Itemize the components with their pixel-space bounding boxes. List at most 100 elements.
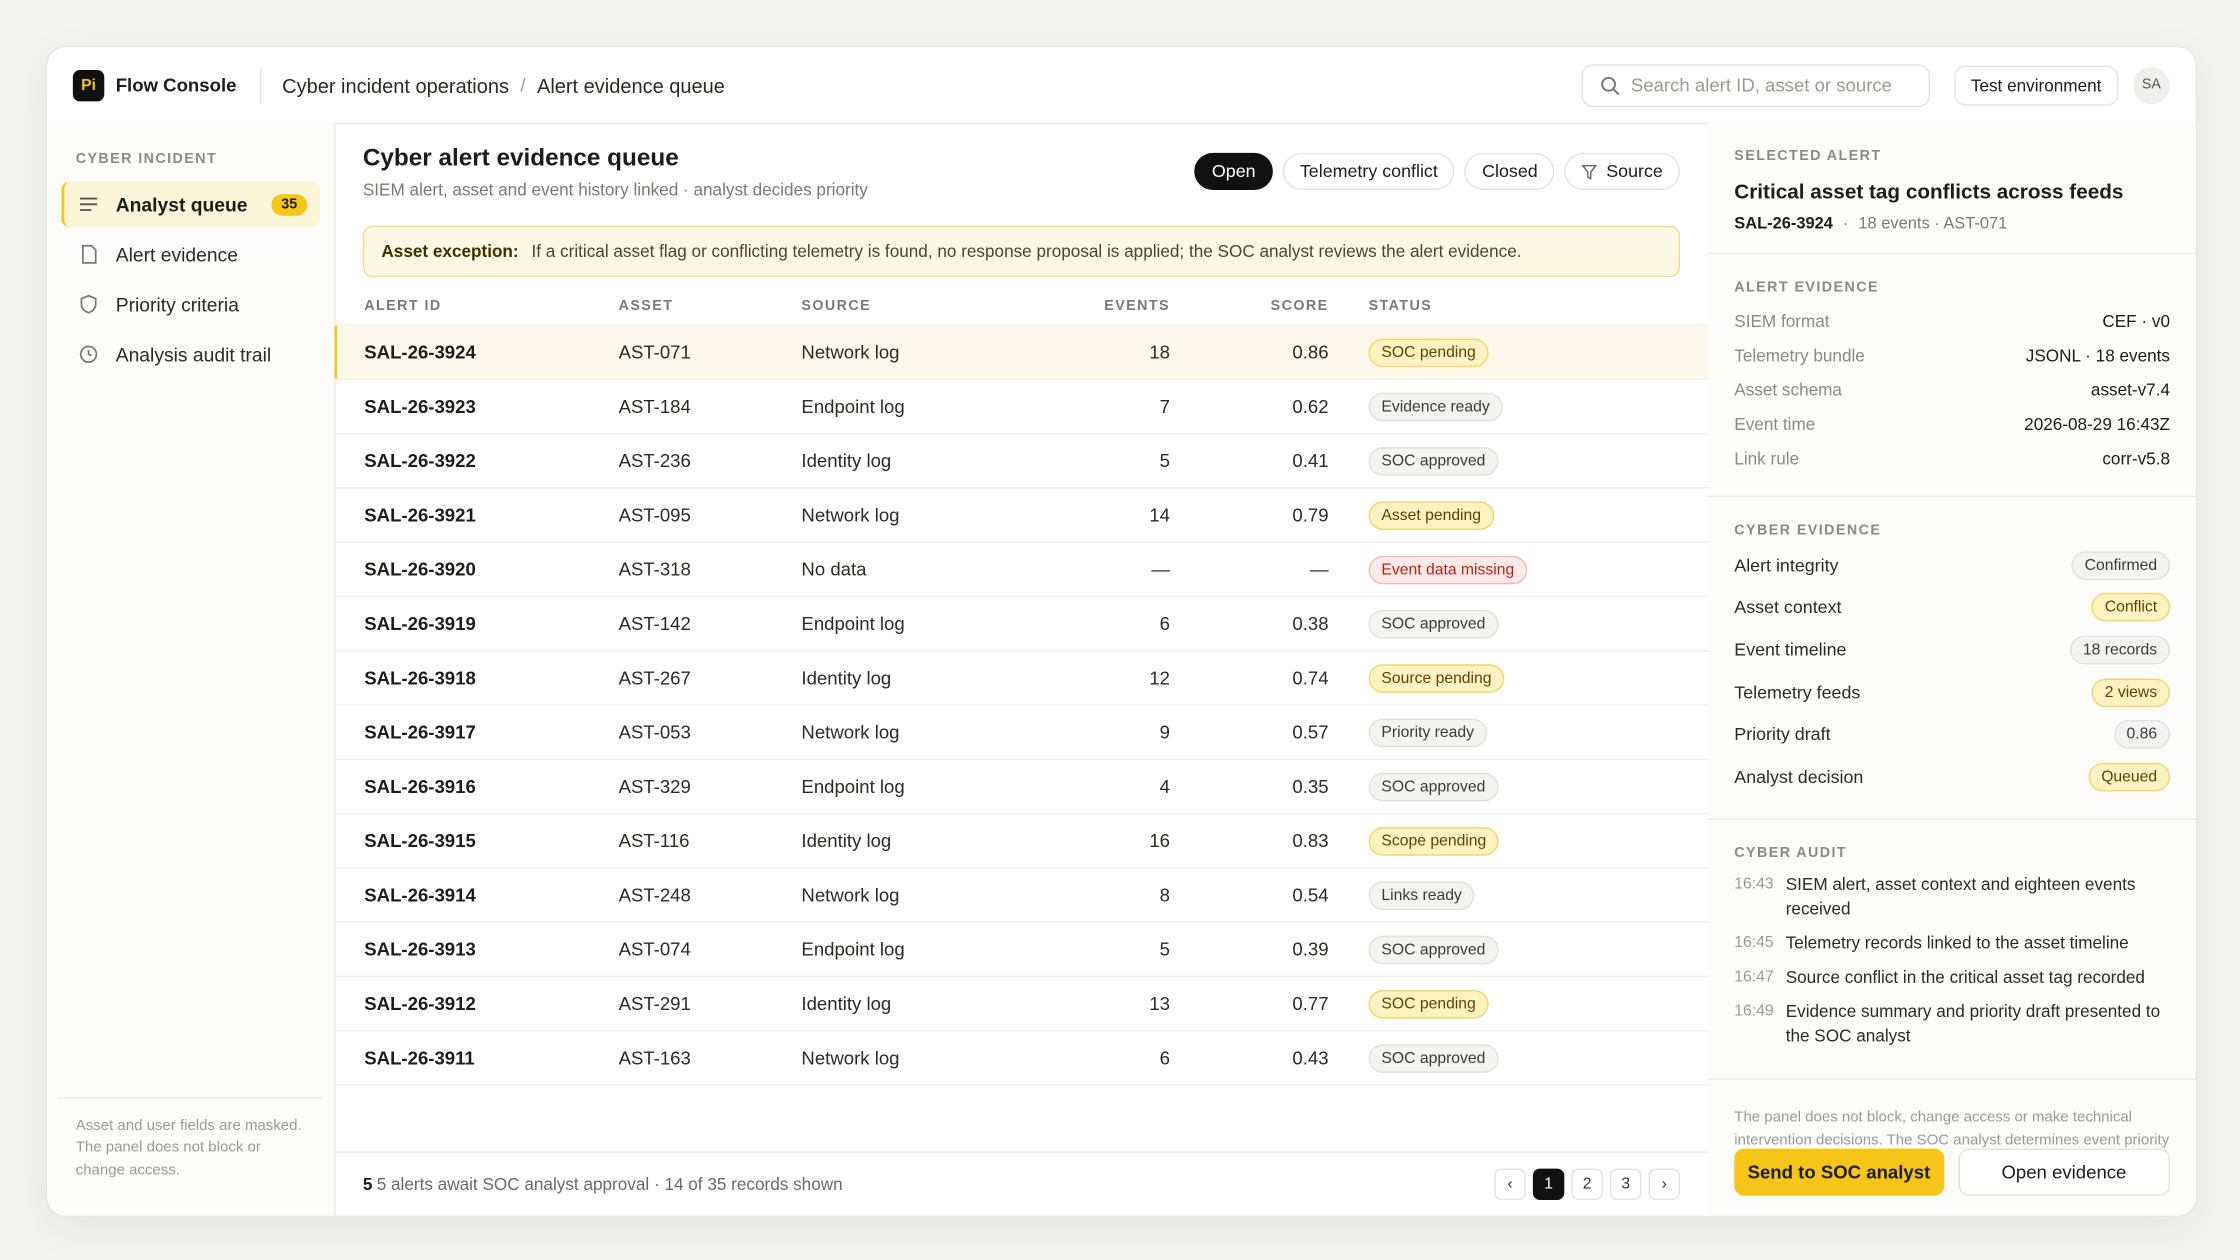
table-row[interactable]: SAL-26-3915 AST-116 Identity log 16 0.83 Scop… [334,814,1709,869]
score: 0.74 [1292,667,1329,689]
filter-label: Telemetry conflict [1299,161,1438,182]
table-row[interactable]: SAL-26-3912 AST-291 Identity log 13 0.77 SOC … [334,977,1709,1032]
alert-id: SAL-26-3924 [1734,215,1833,233]
table-row[interactable]: SAL-26-3919 AST-142 Endpoint log 6 0.38 SOC a… [334,597,1709,652]
table-row[interactable]: SAL-26-3917 AST-053 Network log 9 0.57 Priori… [334,706,1709,760]
table-row[interactable]: SAL-26-3921 AST-095 Network log 14 0.79 Asset… [334,489,1709,543]
section-label: SELECTED ALERT [1734,148,1882,165]
filter-chip[interactable]: Open [1194,152,1273,190]
alert-id: SAL-26-3918 [364,667,476,689]
table-row[interactable]: SAL-26-3920 AST-318 No data — — Event data mi… [334,543,1709,598]
source: Network log [801,1047,900,1069]
table-row[interactable]: SAL-26-3913 AST-074 Endpoint log 5 0.39 SOC a… [334,923,1709,978]
table-row[interactable]: SAL-26-3916 AST-329 Endpoint log 4 0.35 SOC a… [334,760,1709,815]
column-header: SCORE [1270,298,1329,315]
page-button[interactable]: 2 [1571,1168,1603,1200]
primary-button[interactable]: Send to SOC analyst [1734,1148,1944,1196]
nav-item[interactable]: Alert evidence [61,231,320,277]
environment-button[interactable]: Test environment [1953,64,2119,105]
table-row[interactable]: SAL-26-3922 AST-236 Identity log 5 0.41 SOC a… [334,434,1709,489]
table-row[interactable]: SAL-26-3924 AST-071 Network log 18 0.86 SOC p… [334,325,1709,380]
kv-label: Event timeline [1734,639,1847,660]
page-button[interactable]: ‹ [1494,1168,1526,1200]
avatar[interactable]: SA [2132,66,2170,104]
table-row[interactable]: SAL-26-3918 AST-267 Identity log 12 0.74 Sour… [334,651,1709,706]
page-button[interactable]: › [1648,1168,1680,1200]
kv-label: Alert integrity [1734,555,1839,576]
status-cell: SOC approved [1329,446,1709,475]
table-row[interactable]: SAL-26-3914 AST-248 Network log 8 0.54 Links … [334,869,1709,923]
filter-chip[interactable]: Source [1564,152,1680,190]
asset: AST-248 [618,884,691,906]
source: Identity log [801,829,892,852]
asset: AST-184 [618,395,691,418]
audit-time: 16:47 [1734,967,1774,986]
status-cell: SOC approved [1329,1043,1709,1073]
icon [79,344,99,364]
nav-item[interactable]: Analysis audit trail [61,331,320,377]
score: 0.86 [1292,341,1329,363]
alert-id: SAL-26-3912 [364,992,476,1015]
events: 7 [1159,395,1170,418]
status-pill: SOC pending [1368,989,1489,1018]
events: 14 [1149,504,1170,526]
kv-row: Analyst decision Queued [1734,756,2170,798]
section-label: CYBER INCIDENT [75,151,218,168]
secondary-button[interactable]: Open evidence [1957,1148,2170,1196]
section-label: ALERT EVIDENCE [1734,279,1879,296]
events: 16 [1149,829,1170,852]
alert-title: Critical asset tag conflicts across feed… [1734,181,2124,205]
nav-item[interactable]: Priority criteria [61,281,320,327]
kv-row: Link rule corr-v5.8 [1734,441,2170,475]
sidebar: CYBER INCIDENT Analyst queue 35 Alert evide… [47,122,336,1216]
detail-panel: SELECTED ALERT Critical asset tag conflic… [1708,122,2196,1216]
kv-label: Event time [1734,414,1816,435]
score: 0.77 [1292,992,1329,1015]
asset: AST-236 [618,449,691,472]
events: 4 [1159,775,1170,798]
filter-chip[interactable]: Closed [1464,152,1555,190]
kv-label: Telemetry bundle [1734,345,1865,366]
page-title: Cyber alert evidence queue [362,144,679,172]
nav-item[interactable]: Analyst queue 35 [61,181,320,228]
column-header: ASSET [618,298,674,315]
kv-row: Asset schema asset-v7.4 [1734,373,2170,407]
score: 0.39 [1292,938,1329,960]
notice-text: If a critical asset flag or conflicting … [531,241,1522,262]
alert-evidence: ALERT EVIDENCE SIEM format CEF · v0 Telemet… [1708,254,2196,498]
evidence-pill: 2 views [2091,677,2170,707]
breadcrumb[interactable]: Alert evidence queue [536,73,725,97]
status-cell: SOC approved [1329,934,1709,964]
events: 12 [1149,667,1170,689]
asset: AST-142 [618,612,691,635]
audit-item: 16:43 SIEM alert, asset context and eight… [1734,872,2170,921]
table-row[interactable]: SAL-26-3911 AST-163 Network log 6 0.43 SOC ap… [334,1031,1709,1086]
page-button[interactable]: 1 [1532,1168,1565,1200]
status-cell: Event data missing [1329,554,1709,584]
events: 9 [1159,721,1170,743]
header: Pi Flow Console Cyber incident operations /… [47,47,2196,125]
score: 0.54 [1292,884,1329,906]
audit-time: 16:43 [1734,875,1774,893]
status-cell: SOC pending [1329,337,1709,367]
breadcrumb[interactable]: Cyber incident operations [282,73,509,97]
score: 0.35 [1292,775,1329,798]
alert-id: SAL-26-3917 [364,721,476,743]
page-button[interactable]: 3 [1609,1168,1642,1200]
kv-label: SIEM format [1734,311,1830,332]
kv-value: JSONL · 18 events [2025,345,2170,366]
status-pill: SOC approved [1368,609,1499,638]
score: 0.79 [1292,504,1329,526]
audit-item: 16:49 Evidence summary and priority draft… [1734,999,2170,1048]
filter-label: Source [1606,161,1663,182]
table-row[interactable]: SAL-26-3923 AST-184 Endpoint log 7 0.62 Evide… [334,380,1709,435]
audit-item: 16:47 Source conflict in the critical ass… [1734,965,2170,989]
search-box[interactable]: Search alert ID, asset or source [1580,63,1930,107]
audit-text: Source conflict in the critical asset ta… [1785,966,2145,987]
filter-chip[interactable]: Telemetry conflict [1282,152,1455,190]
source: Network log [801,504,900,526]
kv-row: Event time 2026-08-29 16:43Z [1734,407,2170,441]
kv-value: 2026-08-29 16:43Z [2024,414,2170,435]
